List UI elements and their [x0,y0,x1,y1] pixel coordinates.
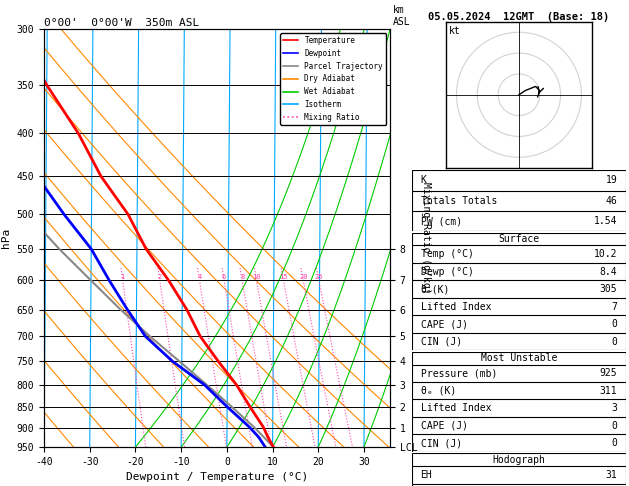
Text: kt: kt [449,26,460,36]
Text: 311: 311 [599,386,617,396]
Text: 0: 0 [611,421,617,431]
Text: 925: 925 [599,368,617,378]
Text: 15: 15 [279,275,287,280]
Text: 2: 2 [158,275,162,280]
Text: 0°00'  0°00'W  350m ASL: 0°00' 0°00'W 350m ASL [44,18,199,28]
Text: 19: 19 [606,175,617,185]
Text: K: K [421,175,426,185]
Text: θₑ(K): θₑ(K) [421,284,450,294]
Text: CAPE (J): CAPE (J) [421,319,467,329]
Text: Lifted Index: Lifted Index [421,403,491,413]
Text: CAPE (J): CAPE (J) [421,421,467,431]
Text: Pressure (mb): Pressure (mb) [421,368,497,378]
Text: Hodograph: Hodograph [493,455,545,465]
Text: 6: 6 [222,275,226,280]
Text: 05.05.2024  12GMT  (Base: 18): 05.05.2024 12GMT (Base: 18) [428,12,610,22]
Text: Most Unstable: Most Unstable [481,353,557,363]
Text: 7: 7 [611,302,617,312]
Legend: Temperature, Dewpoint, Parcel Trajectory, Dry Adiabat, Wet Adiabat, Isotherm, Mi: Temperature, Dewpoint, Parcel Trajectory… [280,33,386,125]
Text: 31: 31 [606,470,617,480]
Y-axis label: Mixing Ratio (g/kg): Mixing Ratio (g/kg) [421,182,431,294]
Text: Lifted Index: Lifted Index [421,302,491,312]
Text: 20: 20 [299,275,308,280]
Text: 1.54: 1.54 [594,216,617,226]
Text: CIN (J): CIN (J) [421,337,462,347]
Text: km
ASL: km ASL [393,5,411,27]
Text: 0: 0 [611,438,617,448]
Text: 1: 1 [121,275,125,280]
Text: 8: 8 [240,275,244,280]
Text: 10.2: 10.2 [594,249,617,259]
Text: EH: EH [421,470,432,480]
Text: 4: 4 [198,275,202,280]
Text: Dewp (°C): Dewp (°C) [421,267,474,277]
Text: 8.4: 8.4 [599,267,617,277]
Text: 305: 305 [599,284,617,294]
Text: 3: 3 [611,403,617,413]
Text: 10: 10 [252,275,261,280]
Text: 46: 46 [606,196,617,206]
Text: θₑ (K): θₑ (K) [421,386,456,396]
X-axis label: Dewpoint / Temperature (°C): Dewpoint / Temperature (°C) [126,472,308,483]
Text: 0: 0 [611,319,617,329]
Text: Surface: Surface [498,234,540,244]
Text: PW (cm): PW (cm) [421,216,462,226]
Text: CIN (J): CIN (J) [421,438,462,448]
Text: Temp (°C): Temp (°C) [421,249,474,259]
Text: 25: 25 [314,275,323,280]
Y-axis label: hPa: hPa [1,228,11,248]
Text: Totals Totals: Totals Totals [421,196,497,206]
Text: 0: 0 [611,337,617,347]
